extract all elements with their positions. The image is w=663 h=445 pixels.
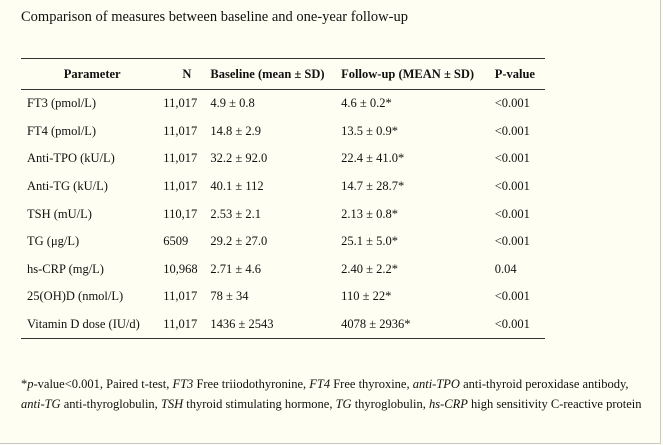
- table-footnote: *p-value<0.001, Paired t-test, FT3 Free …: [21, 374, 651, 414]
- footnote-segment: -value<0.001, Paired t-test,: [33, 377, 173, 391]
- baseline-cell: 1436 ± 2543: [210, 310, 342, 340]
- footnote-segment: Free thyroxine,: [330, 377, 413, 391]
- p-value-cell: <0.001: [494, 310, 545, 340]
- follow-up-cell: 22.4 ± 41.0*: [341, 151, 405, 166]
- baseline-cell: 32.2 ± 92.0: [210, 151, 268, 166]
- header-baseline: Baseline (mean ± SD): [210, 58, 342, 90]
- footnote-segment: Free triiodothyronine,: [193, 377, 310, 391]
- footnote-segment: thyroglobulin,: [351, 397, 430, 411]
- parameter-cell: FT3 (pmol/L): [27, 96, 97, 111]
- baseline-cell: 4.9 ± 0.8: [210, 96, 255, 111]
- header-parameter: Parameter: [21, 58, 164, 90]
- footnote-segment: anti-TG: [21, 397, 61, 411]
- parameter-cell: TG (μg/L): [27, 234, 80, 249]
- parameter-cell: FT4 (pmol/L): [27, 123, 97, 138]
- parameter-cell: hs-CRP (mg/L): [27, 261, 104, 276]
- baseline-cell: 2.71 ± 4.6: [210, 261, 261, 276]
- table-row: 25(OH)D (nmol/L) 11,017 78 ± 34 110 ± 22* <0…: [21, 283, 545, 311]
- table-row: Anti-TG (kU/L) 11,017 40.1 ± 112 14.7 ± 28.…: [21, 173, 545, 201]
- n-cell: 11,017: [163, 310, 211, 340]
- follow-up-cell: 4.6 ± 0.2*: [341, 96, 392, 111]
- footnote-segment: FT3: [172, 377, 194, 391]
- table-row: TG (μg/L) 6509 29.2 ± 27.0 25.1 ± 5.0* <0.00…: [21, 228, 545, 256]
- parameter-cell: Anti-TPO (kU/L): [27, 151, 115, 166]
- comparison-table: Parameter N Baseline (mean ± SD) Follow-…: [21, 58, 545, 340]
- n-cell: 11,017: [163, 179, 198, 194]
- parameter-cell: TSH (mU/L): [27, 206, 92, 221]
- parameter-cell: Vitamin D dose (IU/d): [21, 310, 164, 340]
- p-value-cell: <0.001: [494, 289, 530, 304]
- follow-up-cell: 110 ± 22*: [341, 289, 392, 304]
- follow-up-cell: 4078 ± 2936*: [341, 310, 495, 340]
- table-row: FT3 (pmol/L) 11,017 4.9 ± 0.8 4.6 ± 0.2* <0.…: [21, 90, 545, 118]
- footnote-segment: high sensitivity C-reactive protein: [467, 397, 642, 411]
- follow-up-cell: 25.1 ± 5.0*: [341, 234, 399, 249]
- baseline-cell: 40.1 ± 112: [210, 179, 264, 194]
- footnote-segment: FT4: [309, 377, 331, 391]
- p-value-cell: <0.001: [494, 151, 530, 166]
- n-cell: 11,017: [163, 151, 198, 166]
- table-body: FT3 (pmol/L) 11,017 4.9 ± 0.8 4.6 ± 0.2* <0.…: [21, 90, 545, 340]
- baseline-cell: 14.8 ± 2.9: [210, 123, 261, 138]
- follow-up-cell: 13.5 ± 0.9*: [341, 123, 399, 138]
- footnote-segment: anti-TPO: [412, 377, 460, 391]
- header-follow-up: Follow-up (MEAN ± SD): [341, 58, 495, 90]
- follow-up-cell: 2.13 ± 0.8*: [341, 206, 399, 221]
- follow-up-cell: 2.40 ± 2.2*: [341, 261, 399, 276]
- p-value-cell: <0.001: [494, 96, 530, 111]
- parameter-cell: 25(OH)D (nmol/L): [27, 289, 124, 304]
- table-row: Vitamin D dose (IU/d) 11,017 1436 ± 2543 40…: [21, 310, 545, 340]
- p-value-cell: <0.001: [494, 206, 530, 221]
- baseline-cell: 78 ± 34: [210, 289, 249, 304]
- p-value-cell: <0.001: [494, 123, 530, 138]
- footnote-segment: thyroid stimulating hormone,: [183, 397, 336, 411]
- footnote-segment: anti-thyroid peroxidase antibody,: [459, 377, 629, 391]
- table-row: Anti-TPO (kU/L) 11,017 32.2 ± 92.0 22.4 ± 4…: [21, 145, 545, 173]
- table-row: hs-CRP (mg/L) 10,968 2.71 ± 4.6 2.40 ± 2.2*…: [21, 256, 545, 284]
- n-cell: 110,17: [163, 206, 198, 221]
- p-value-cell: 0.04: [494, 261, 517, 276]
- n-cell: 6509: [163, 234, 189, 249]
- p-value-cell: <0.001: [494, 179, 530, 194]
- header-n: N: [163, 58, 211, 90]
- follow-up-cell: 14.7 ± 28.7*: [341, 179, 405, 194]
- table-header-row: Parameter N Baseline (mean ± SD) Follow-…: [21, 58, 545, 90]
- footnote-segment: TG: [335, 397, 352, 411]
- p-value-cell: <0.001: [494, 234, 530, 249]
- baseline-cell: 29.2 ± 27.0: [210, 234, 268, 249]
- parameter-cell: Anti-TG (kU/L): [27, 179, 108, 194]
- footnote-segment: hs-CRP: [429, 397, 468, 411]
- n-cell: 11,017: [163, 123, 198, 138]
- n-cell: 11,017: [163, 289, 198, 304]
- header-p-value: P-value: [494, 58, 545, 90]
- n-cell: 11,017: [163, 96, 198, 111]
- table-row: TSH (mU/L) 110,17 2.53 ± 2.1 2.13 ± 0.8* <0.…: [21, 200, 545, 228]
- footnote-segment: anti-thyroglobulin,: [60, 397, 161, 411]
- footnote-segment: TSH: [160, 397, 184, 411]
- table-row: FT4 (pmol/L) 11,017 14.8 ± 2.9 13.5 ± 0.9* <…: [21, 118, 545, 146]
- baseline-cell: 2.53 ± 2.1: [210, 206, 261, 221]
- n-cell: 10,968: [163, 261, 198, 276]
- footnote-segment: p: [27, 377, 34, 391]
- table-caption: Comparison of measures between baseline …: [21, 9, 408, 25]
- footnote-segment: *: [21, 377, 28, 391]
